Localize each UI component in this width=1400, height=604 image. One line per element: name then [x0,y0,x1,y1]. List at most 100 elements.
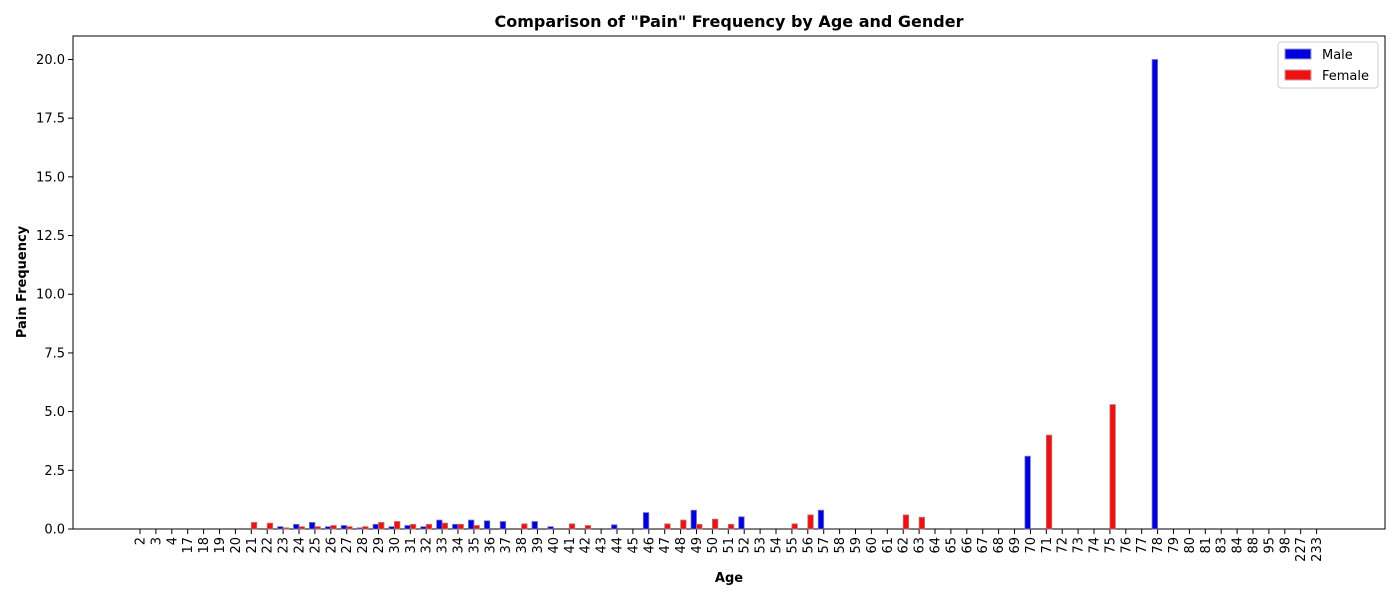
bar-male-24 [293,523,300,530]
x-tick-label: 21 [245,537,260,554]
x-tick-label: 48 [674,537,689,554]
bar-male-44 [611,524,618,530]
bar-female-27 [346,526,353,530]
x-tick-label: 45 [626,537,641,554]
bar-male-25 [308,522,316,530]
legend: Male Female [1277,41,1379,89]
bar-male-33 [436,519,443,530]
bar-female-50 [712,518,719,530]
bar-female-63 [918,516,925,530]
x-tick-label: 60 [865,537,880,554]
x-tick-label: 98 [1278,537,1293,554]
x-tick-label: 31 [404,537,419,554]
x-tick-label: 29 [372,537,387,554]
x-tick-label: 67 [976,537,991,554]
bar-female-21 [250,522,258,530]
y-axis-label: Pain Frequency [15,225,30,338]
x-tick-label: 73 [1072,537,1087,554]
x-tick-label: 23 [277,537,292,554]
x-tick-label: 64 [929,537,944,554]
y-tick-label: 12.5 [36,229,65,244]
bar-male-35 [467,519,475,530]
bar-male-36 [483,520,491,530]
legend-swatch-female [1284,69,1312,81]
legend-swatch-male [1284,48,1312,60]
legend-label-male: Male [1322,48,1353,63]
x-tick-label: 47 [658,537,673,554]
x-tick-label: 62 [897,537,912,554]
bar-female-41 [568,523,576,530]
x-tick-label: 61 [881,537,896,554]
bar-female-75 [1109,404,1116,530]
bar-female-49 [696,523,703,530]
bar-female-29 [378,522,385,530]
x-tick-label: 19 [213,537,228,554]
x-tick-label: 20 [229,537,244,554]
y-tick-label: 7.5 [44,346,65,361]
x-tick-label: 44 [611,537,626,554]
x-tick-label: 26 [324,537,339,554]
x-tick-label: 68 [992,537,1007,554]
x-tick-label: 49 [690,537,705,554]
bar-female-51 [727,523,735,530]
bar-female-25 [314,526,321,530]
bar-female-42 [584,525,592,530]
bar-female-26 [330,525,337,530]
x-tick-label: 39 [531,537,546,554]
x-tick-label: 33 [436,537,451,554]
x-tick-label: 4 [165,537,180,545]
y-tick-label: 17.5 [36,112,65,127]
bar-male-46 [642,512,650,530]
x-tick-label: 50 [706,537,721,554]
x-axis-label: Age [715,571,743,586]
bar-female-33 [441,522,449,530]
bar-male-49 [690,509,697,530]
x-tick-label: 72 [1056,537,1071,554]
x-tick-label: 35 [467,537,482,554]
x-tick-label: 65 [944,537,959,554]
x-tick-label: 80 [1183,537,1198,554]
bar-female-31 [409,523,417,530]
bar-female-28 [362,526,369,530]
bar-male-39 [531,521,538,530]
y-tick-label: 2.5 [44,464,65,479]
bar-male-34 [452,523,459,530]
x-tick-label: 66 [960,537,975,554]
x-tick-label: 88 [1247,537,1262,554]
bar-female-22 [266,522,274,530]
bar-male-37 [499,521,507,530]
bar-male-27 [340,525,348,530]
bar-female-32 [425,523,433,530]
x-tick-label: 52 [738,537,753,554]
x-tick-label: 84 [1231,537,1246,554]
legend-label-female: Female [1322,69,1369,84]
x-tick-label: 40 [547,537,562,554]
bar-female-47 [664,523,671,530]
x-tick-label: 233 [1310,537,1325,562]
bar-female-23 [282,527,290,530]
bar-male-31 [404,525,411,530]
x-tick-label: 51 [722,537,737,554]
bar-male-23 [277,526,284,530]
bar-female-55 [791,523,798,530]
x-tick-label: 63 [913,537,928,554]
x-tick-label: 28 [356,537,371,554]
x-tick-label: 78 [1151,537,1166,554]
y-tick-label: 0.0 [44,523,65,538]
bar-female-71 [1045,434,1053,530]
y-tick-label: 20.0 [36,53,65,68]
bar-female-34 [457,523,464,530]
x-tick-label: 34 [452,537,467,554]
x-tick-label: 38 [515,537,530,554]
x-tick-label: 24 [293,537,308,554]
x-tick-label: 53 [754,537,769,554]
x-tick-label: 227 [1294,537,1309,562]
x-tick-label: 79 [1167,537,1182,554]
x-tick-label: 69 [1008,537,1023,554]
x-tick-label: 27 [340,537,355,554]
x-tick-label: 46 [642,537,657,554]
x-tick-label: 41 [563,537,578,554]
bar-female-48 [680,519,687,530]
